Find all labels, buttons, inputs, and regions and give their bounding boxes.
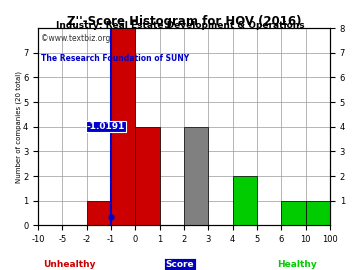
Text: Healthy: Healthy: [277, 260, 317, 269]
Text: Unhealthy: Unhealthy: [43, 260, 96, 269]
Y-axis label: Number of companies (20 total): Number of companies (20 total): [15, 71, 22, 183]
Bar: [87, 201, 111, 225]
Bar: [233, 176, 257, 225]
Bar: [184, 127, 208, 225]
Text: The Research Foundation of SUNY: The Research Foundation of SUNY: [41, 54, 189, 63]
Bar: [111, 28, 135, 225]
Bar: [135, 127, 159, 225]
Text: Industry: Real Estate Development & Operations: Industry: Real Estate Development & Oper…: [56, 21, 304, 30]
Bar: [306, 201, 330, 225]
Text: ©www.textbiz.org: ©www.textbiz.org: [41, 34, 110, 43]
Text: Score: Score: [166, 260, 194, 269]
Text: -1.0191: -1.0191: [87, 122, 125, 131]
Title: Z''-Score Histogram for HOV (2016): Z''-Score Histogram for HOV (2016): [67, 15, 301, 28]
Bar: [281, 201, 306, 225]
